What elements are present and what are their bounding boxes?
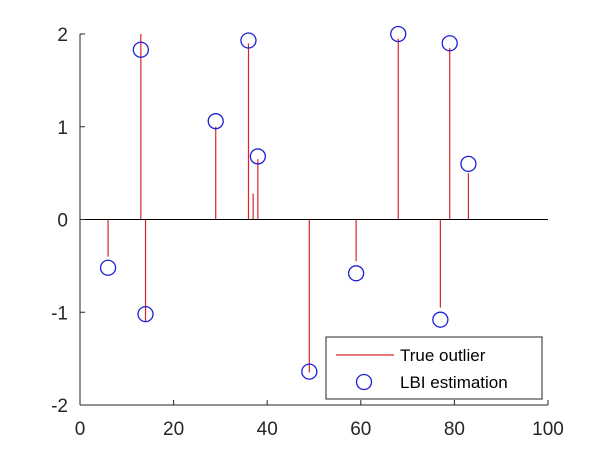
legend-true-outlier-label: True outlier xyxy=(400,346,486,365)
x-tick-label: 0 xyxy=(75,419,86,440)
lbi-estimation-point xyxy=(207,113,224,130)
lbi-estimation-point xyxy=(137,305,154,323)
lbi-estimation-point xyxy=(99,259,117,276)
lbi-estimation-point xyxy=(347,265,365,282)
x-tick-label: 60 xyxy=(350,419,371,440)
lbi-estimation-point xyxy=(441,35,458,52)
x-tick-label: 40 xyxy=(257,419,278,440)
true-outlier-stems xyxy=(107,34,470,373)
x-tick-label: 80 xyxy=(444,419,465,440)
lbi-estimation-point xyxy=(240,32,257,49)
lbi-estimation-point xyxy=(249,148,266,165)
y-tick-label: -1 xyxy=(51,303,68,324)
tick-labels: 0 20 40 60 80 100 -2 -1 0 1 2 xyxy=(51,25,564,440)
y-tick-label: 1 xyxy=(57,118,68,139)
y-tick-label: -2 xyxy=(51,396,68,417)
lbi-estimation-point xyxy=(432,311,449,328)
x-tick-label: 20 xyxy=(163,419,184,440)
lbi-estimation-point xyxy=(301,363,318,380)
legend-lbi-estimation-swatch xyxy=(355,373,373,391)
x-tick-label: 100 xyxy=(532,419,564,440)
axes xyxy=(79,33,549,406)
y-tick-label: 0 xyxy=(57,211,68,232)
legend-lbi-estimation-label: LBI estimation xyxy=(400,373,508,392)
lbi-estimation-point xyxy=(390,25,407,43)
lbi-estimation-point xyxy=(460,155,477,173)
legend: True outlier LBI estimation xyxy=(325,336,543,400)
lbi-estimation-point xyxy=(132,41,149,58)
y-tick-label: 2 xyxy=(57,25,68,46)
lbi-estimation-markers xyxy=(99,25,477,380)
